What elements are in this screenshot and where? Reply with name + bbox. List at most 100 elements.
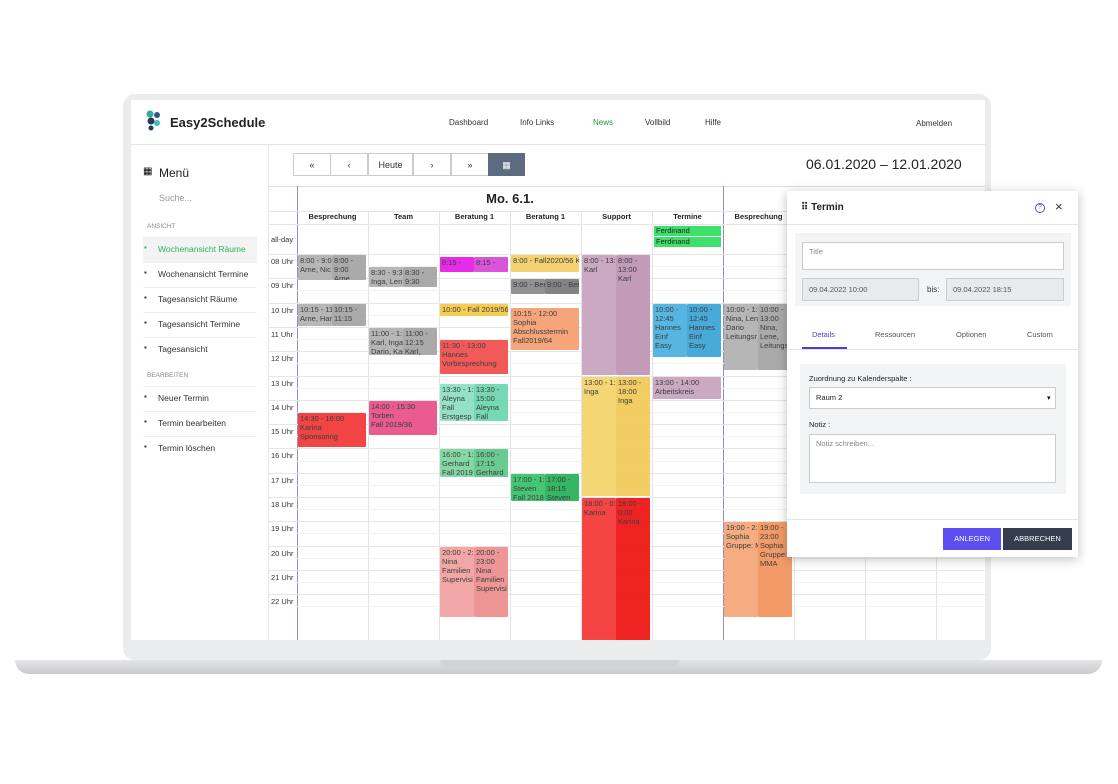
tab[interactable]: Details xyxy=(812,330,835,339)
cancel-button[interactable]: ABBRECHEN xyxy=(1003,528,1072,550)
event[interactable]: 20:00 -23:00 Nina Familien Supervisi xyxy=(474,546,508,618)
event[interactable]: 13:30 -15:00 Aleyna Fall xyxy=(474,383,508,421)
event[interactable]: 10:15 -11:15 xyxy=(332,303,366,326)
menu-item-label[interactable]: Termin bearbeiten xyxy=(158,418,227,428)
event[interactable]: 10:00 - 1: Nina, Len Dario Leitungsr xyxy=(724,303,758,370)
nav-link[interactable]: News xyxy=(593,118,614,127)
event[interactable]: 13:00 - 14:00 Arbeitskreis xyxy=(653,376,721,399)
menu-item[interactable] xyxy=(143,312,257,337)
menu-item[interactable] xyxy=(143,237,257,262)
event[interactable]: 8:15 - xyxy=(474,257,508,273)
nav-link[interactable]: Dashboard xyxy=(449,118,489,127)
event[interactable]: 8:00 - Fall2020/56 Kli xyxy=(511,255,579,273)
event[interactable]: 18:00 - 0: Karina xyxy=(582,498,616,640)
event[interactable]: 9:00 - Ber xyxy=(511,279,545,295)
menu-item[interactable] xyxy=(143,436,257,461)
event-text: 11:15 xyxy=(334,313,353,323)
menu-item[interactable] xyxy=(143,287,257,312)
event[interactable]: 11:30 - 13:00 Hannes Vorbesprechung xyxy=(440,340,508,375)
event[interactable]: 13:30 - 1: Aleyna Fall Erstgesp xyxy=(440,383,474,421)
event[interactable]: 11:00 -12:15 Karl, xyxy=(403,327,437,356)
column-select[interactable]: Raum 2 xyxy=(809,387,1056,409)
tab[interactable]: Optionen xyxy=(956,330,987,339)
nav-button[interactable]: ‹ xyxy=(330,153,368,176)
menu-item[interactable] xyxy=(143,337,257,362)
event[interactable]: 14:00 - 15:30 Torben Fall 2019/36 xyxy=(369,400,437,436)
laptop-notch xyxy=(440,660,680,667)
hour-label: 11 Uhr xyxy=(271,329,293,339)
event[interactable]: 16:00 -17:15 Gerhard xyxy=(474,449,508,477)
event[interactable]: 10:00 -12:45 Hannes Einf Easy xyxy=(653,303,687,358)
event-text: 18:00 xyxy=(618,386,637,396)
event[interactable]: 13:00 -18:00 Inga xyxy=(616,376,650,496)
event-text: Aleyna xyxy=(442,393,465,403)
menu-item-label[interactable]: Wochenansicht Termine xyxy=(158,269,249,279)
event[interactable]: 19:00 - 2: Sophia Gruppe: M xyxy=(724,522,758,618)
hour-label: 08 Uhr xyxy=(271,257,294,266)
hour-label: 21 Uhr xyxy=(271,572,294,582)
nav-link[interactable]: Vollbild xyxy=(645,118,671,127)
event[interactable]: 10:15 - 12:00 Sophia Abschlusstermin Fall20… xyxy=(511,308,579,351)
event[interactable]: 8:00 -9:00 Arne xyxy=(332,255,366,280)
event-text: 16:00 - 1: xyxy=(442,450,474,460)
tab[interactable]: Ressourcen xyxy=(875,330,916,339)
menu-item-label[interactable]: Termin löschen xyxy=(158,443,216,453)
from-input[interactable]: 09.04.2022 10:00 xyxy=(802,278,919,301)
event[interactable]: 10:00 -13:00 Nina, Lene, Leitungs xyxy=(758,303,792,370)
to-input[interactable]: 09.04.2022 18:15 xyxy=(946,278,1064,301)
logout[interactable]: Abmelden xyxy=(916,119,953,128)
event[interactable]: 8:30 - 9:3 Inga, Len xyxy=(369,267,403,287)
event[interactable]: 10:00 - Fall 2019/56 xyxy=(440,303,508,317)
create-button[interactable]: ANLEGEN xyxy=(943,528,1001,550)
event-text: 9:00 - Ber xyxy=(547,280,579,290)
event[interactable]: 16:00 - 1: Gerhard Fall 2019 xyxy=(440,449,474,477)
event[interactable]: 17:00 -18:15 Steven xyxy=(545,473,579,501)
note-input[interactable]: Notiz schreiben... xyxy=(809,434,1056,483)
day-divider xyxy=(297,186,298,640)
menu-item[interactable] xyxy=(143,386,257,411)
event[interactable]: 11:00 - 1: Karl, Inga Dario, Kar xyxy=(369,327,403,356)
nav-button[interactable]: › xyxy=(413,153,451,176)
help-icon[interactable]: ? xyxy=(1035,203,1045,213)
nav-link[interactable]: Hilfe xyxy=(705,118,722,127)
event[interactable]: 20:00 - 2: Nina Familien Supervisi xyxy=(440,546,474,618)
menu-item[interactable] xyxy=(143,411,257,436)
nav-link[interactable]: Info Links xyxy=(520,118,555,127)
nav-button[interactable]: Heute xyxy=(368,153,413,176)
menu-item-label[interactable]: Tagesansicht Räume xyxy=(158,294,238,304)
menu-item-label[interactable]: Neuer Termin xyxy=(158,393,209,403)
nav-button[interactable]: « xyxy=(293,153,331,176)
event[interactable]: 18:00 -0:00 Karina xyxy=(616,498,650,640)
event[interactable]: 13:00 - 1: Inga xyxy=(582,376,616,496)
event-text: 13:00 xyxy=(760,313,779,323)
event[interactable]: 19:00 -23:00 Sophia Gruppe: MMA xyxy=(758,522,792,618)
menu-item-label[interactable]: Tagesansicht xyxy=(158,344,208,354)
event-text: Fall xyxy=(442,402,455,412)
hour-line xyxy=(268,497,985,498)
event-text: 10:00 - xyxy=(760,304,784,314)
event[interactable]: 10:00 -12:45 Hannes Einf Easy xyxy=(687,303,721,358)
event[interactable]: 8:00 -13:00 Karl xyxy=(616,255,650,375)
event-text: 13:30 - 1: xyxy=(442,384,474,394)
menu-item[interactable] xyxy=(143,262,257,287)
event-text: Karl xyxy=(618,274,632,283)
title-input[interactable]: Title xyxy=(802,242,1064,270)
close[interactable]: × xyxy=(1055,199,1063,214)
event[interactable]: 8:00 - 9:0 Arne, Nic xyxy=(298,255,332,280)
calendar-button[interactable]: ▦ xyxy=(488,153,525,176)
event[interactable]: 14:30 - 16:00 Karina Sponsoring xyxy=(298,412,366,448)
event[interactable]: 9:00 - Ber xyxy=(545,279,579,295)
event[interactable]: 17:00 - 1: Steven Fall 2018 xyxy=(511,473,545,501)
event[interactable]: 8:15 - xyxy=(440,257,474,273)
event-text: 17:15 xyxy=(476,459,495,469)
search[interactable]: Suche... xyxy=(159,193,193,203)
menu-item-label[interactable]: Tagesansicht Termine xyxy=(158,319,241,329)
tab[interactable]: Custom xyxy=(1027,330,1053,339)
menu-item-label[interactable]: Wochenansicht Räume xyxy=(158,244,246,254)
nav-button[interactable]: » xyxy=(451,153,489,176)
event[interactable]: 10:15 - 11 Arne, Har xyxy=(298,303,332,326)
event-text: 8:00 - xyxy=(618,256,638,265)
divider xyxy=(787,224,1078,225)
event[interactable]: 8:30 -9:30 xyxy=(403,267,437,287)
